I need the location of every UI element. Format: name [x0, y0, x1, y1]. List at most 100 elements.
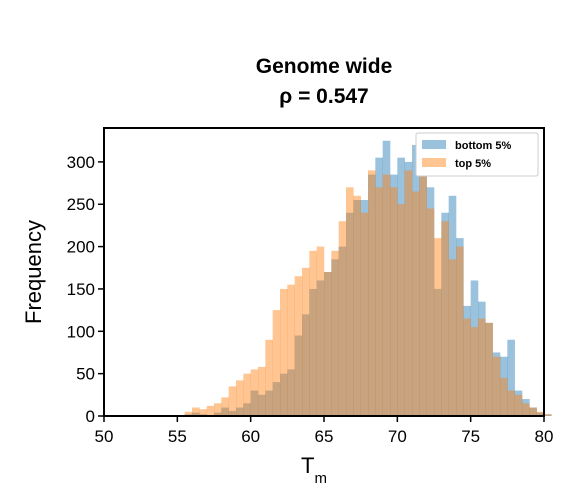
- histogram-bar-top: [243, 373, 251, 416]
- histogram-bar-bottom: [441, 212, 449, 416]
- x-tick-label: 50: [95, 427, 114, 446]
- histogram-bar-top: [426, 208, 435, 416]
- histogram-bar-top: [353, 195, 361, 416]
- histogram-bar-top: [338, 221, 347, 416]
- histogram-bar-top: [397, 204, 405, 416]
- histogram-bar-top: [500, 377, 508, 416]
- histogram-bar-bottom: [434, 288, 442, 416]
- histogram-bar-bottom: [331, 259, 339, 416]
- histogram-bar-bottom: [368, 174, 376, 416]
- histogram-bar-bottom: [529, 407, 537, 416]
- y-tick-label: 100: [67, 322, 95, 341]
- histogram-bar-top: [309, 250, 317, 416]
- histogram-bar-bottom: [478, 301, 486, 416]
- histogram-bar-bottom: [536, 412, 545, 416]
- histogram-bar-bottom: [324, 272, 332, 416]
- legend-swatch-top: [422, 158, 446, 167]
- histogram-bar-top: [463, 318, 471, 416]
- histogram-bar-bottom: [192, 412, 200, 416]
- histogram-bar-bottom: [456, 238, 464, 416]
- y-tick-label: 150: [67, 280, 95, 299]
- histogram-bar-bottom: [287, 369, 295, 416]
- histogram-bar-bottom: [353, 200, 361, 416]
- chart-title: Genome wide: [256, 55, 393, 78]
- histogram-bar-bottom: [390, 174, 398, 416]
- histogram-bar-top: [522, 403, 530, 416]
- histogram-bar-bottom: [382, 140, 391, 416]
- histogram-bar-top: [544, 414, 552, 416]
- y-axis-ticks: 0 50 100 150 200 250 300: [67, 153, 104, 426]
- histogram-bar-bottom: [463, 305, 471, 416]
- histogram-bar-top: [221, 397, 229, 416]
- x-axis-label-main: T: [301, 453, 314, 478]
- series-top-bars: [184, 161, 552, 416]
- y-tick-label: 200: [67, 238, 95, 257]
- histogram-bar-top: [184, 411, 193, 416]
- legend-swatch-bottom: [422, 140, 446, 149]
- y-tick-label: 50: [76, 365, 95, 384]
- histogram-bar-top: [258, 366, 266, 416]
- histogram-bar-top: [470, 327, 479, 416]
- x-tick-label: 75: [461, 427, 480, 446]
- histogram-bar-bottom: [243, 403, 251, 416]
- histogram-bar-top: [324, 272, 332, 416]
- histogram-bar-top: [448, 259, 457, 416]
- histogram-bar-bottom: [404, 161, 413, 416]
- y-tick-label: 300: [67, 153, 95, 172]
- histogram-bar-bottom: [346, 212, 354, 416]
- histogram-bar-top: [265, 339, 273, 416]
- histogram-bar-bottom: [419, 146, 427, 416]
- histogram-bar-bottom: [258, 394, 266, 416]
- histogram-bar-bottom: [514, 390, 523, 416]
- histogram-bar-bottom: [250, 390, 259, 416]
- histogram-bar-top: [287, 284, 295, 416]
- histogram-bar-top: [536, 411, 545, 416]
- histogram-bar-top: [280, 288, 288, 416]
- x-axis-label: Tm: [301, 453, 327, 487]
- histogram-bar-bottom: [316, 280, 325, 416]
- histogram-bar-bottom: [375, 157, 383, 416]
- histogram-bar-top: [478, 318, 486, 416]
- histogram-bar-top: [441, 221, 449, 416]
- histogram-bar-top: [492, 356, 501, 416]
- histogram-bar-bottom: [294, 335, 303, 416]
- histogram-bar-bottom: [500, 356, 508, 416]
- histogram-bar-top: [199, 409, 207, 416]
- histogram-bar-top: [529, 407, 537, 416]
- y-tick-label: 0: [86, 407, 95, 426]
- histogram-bar-top: [228, 386, 237, 416]
- histogram-bar-bottom: [228, 410, 237, 416]
- histogram-bar-bottom: [309, 288, 317, 416]
- histogram-bar-bottom: [485, 322, 493, 416]
- histogram-bar-bottom: [221, 407, 229, 416]
- histogram-bar-top: [316, 246, 325, 416]
- y-tick-label: 250: [67, 195, 95, 214]
- series-bottom-bars: [184, 140, 552, 416]
- histogram-bar-top: [368, 170, 376, 416]
- histogram-bar-top: [360, 212, 369, 416]
- histogram-bar-bottom: [214, 412, 222, 416]
- legend-box: [415, 132, 539, 177]
- x-tick-label: 60: [241, 427, 260, 446]
- histogram-bar-top: [434, 238, 442, 416]
- histogram-bar-top: [507, 390, 515, 416]
- histogram-bar-bottom: [236, 407, 244, 416]
- histogram-bar-top: [346, 187, 354, 416]
- histogram-bar-top: [250, 369, 259, 416]
- histogram-bar-top: [514, 394, 523, 416]
- histogram-bar-top: [382, 174, 391, 416]
- chart-subtitle: ρ = 0.547: [279, 85, 368, 108]
- x-tick-label: 65: [315, 427, 334, 446]
- histogram-bar-top: [412, 191, 420, 416]
- histogram-bar-bottom: [280, 373, 288, 416]
- histogram-bar-bottom: [470, 280, 479, 416]
- histogram-bar-bottom: [302, 314, 310, 416]
- x-tick-label: 55: [168, 427, 187, 446]
- histogram-bar-top: [331, 250, 339, 416]
- x-axis-ticks: 50 55 60 65 70 75 80: [95, 416, 553, 446]
- histogram-bar-top: [456, 246, 464, 416]
- histogram-bar-top: [419, 161, 427, 416]
- histogram-bar-top: [272, 310, 281, 416]
- histogram-bar-bottom: [338, 246, 347, 416]
- histogram-bar-top: [206, 405, 215, 416]
